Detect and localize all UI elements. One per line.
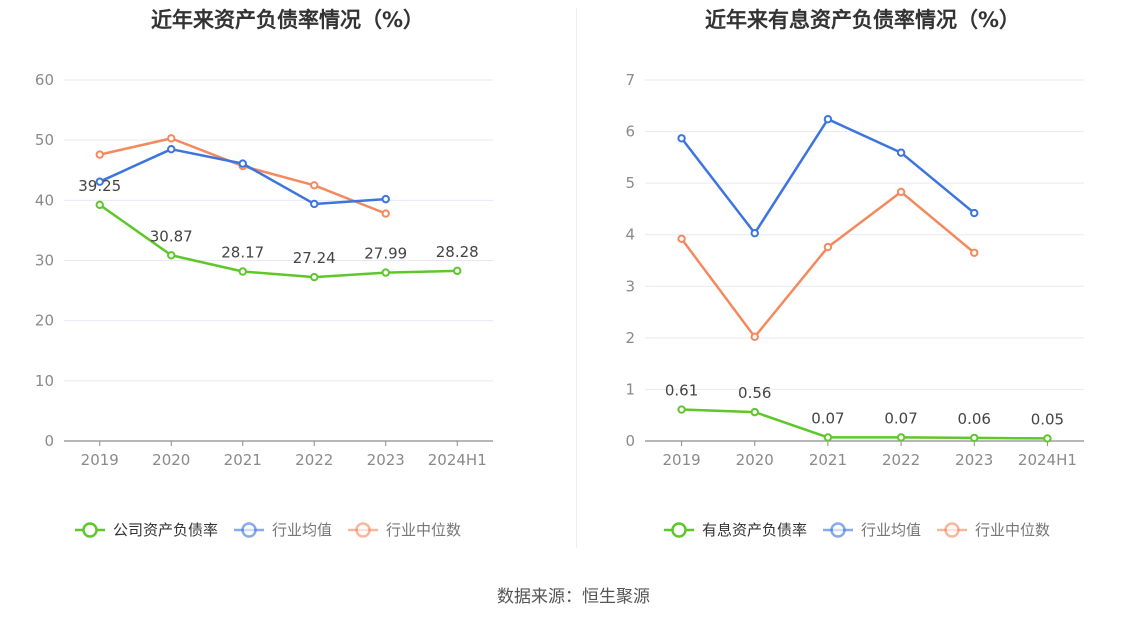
y-tick-label: 7 bbox=[625, 71, 635, 89]
legend-label: 公司资产负债率 bbox=[113, 521, 218, 539]
data-point bbox=[750, 332, 759, 342]
x-tick-label: 2020 bbox=[736, 451, 774, 469]
data-point bbox=[750, 228, 759, 238]
data-point bbox=[970, 433, 979, 443]
interest-debt-ratio-chart: 0 1 2 3 4 5 6 7 2019 2020 2021 2022 2023 2024H1 0.61 0.… bbox=[625, 71, 1084, 539]
data-label: 27.24 bbox=[293, 249, 336, 267]
legend-marker bbox=[944, 522, 960, 538]
y-tick-label: 50 bbox=[35, 131, 54, 149]
data-point bbox=[167, 134, 176, 143]
data-point bbox=[310, 181, 319, 190]
data-point bbox=[381, 194, 390, 204]
data-point bbox=[750, 407, 759, 417]
legend-item[interactable]: 行业中位数 bbox=[937, 521, 1050, 539]
y-tick-label: 0 bbox=[625, 432, 635, 450]
x-tick-label: 2021 bbox=[809, 451, 847, 469]
left-chart-panel: 近年来资产负债率情况（%） 0 10 20 30 40 50 60 2019 2020 2021 2… bbox=[0, 0, 575, 560]
legend-label: 行业均值 bbox=[861, 521, 921, 539]
data-point bbox=[381, 268, 390, 277]
x-tick-label: 2024H1 bbox=[428, 451, 487, 469]
series-line bbox=[680, 190, 976, 339]
debt-ratio-chart: 0 10 20 30 40 50 60 2019 2020 2021 2022 2023 2024H1 3… bbox=[35, 71, 493, 539]
x-tick-label: 2023 bbox=[955, 451, 993, 469]
data-point bbox=[823, 242, 833, 252]
y-tick-label: 6 bbox=[625, 123, 635, 141]
y-tick-label: 1 bbox=[625, 380, 635, 398]
y-tick-label: 60 bbox=[35, 71, 54, 89]
y-tick-label: 10 bbox=[35, 372, 54, 390]
data-point bbox=[677, 234, 686, 244]
legend-label: 行业中位数 bbox=[386, 521, 461, 539]
x-tick-label: 2020 bbox=[152, 451, 190, 469]
x-tick-label: 2024H1 bbox=[1018, 451, 1077, 469]
legend-item[interactable]: 有息资产负债率 bbox=[664, 521, 807, 539]
series-line bbox=[681, 408, 1048, 440]
legend-item[interactable]: 公司资产负债率 bbox=[75, 521, 218, 539]
data-point bbox=[238, 267, 247, 276]
data-point bbox=[1043, 434, 1052, 443]
legend-marker bbox=[241, 522, 257, 538]
data-point bbox=[95, 150, 104, 159]
data-label: 28.28 bbox=[436, 243, 479, 261]
y-tick-label: 4 bbox=[625, 226, 635, 244]
x-tick-label: 2022 bbox=[295, 451, 333, 469]
chart-title: 近年来有息资产负债率情况（%） bbox=[704, 8, 1021, 32]
y-tick-label: 40 bbox=[35, 191, 54, 209]
y-tick-label: 2 bbox=[625, 329, 635, 347]
data-label: 0.56 bbox=[738, 384, 771, 402]
data-label: 0.06 bbox=[958, 410, 991, 428]
data-point bbox=[970, 248, 979, 257]
data-point bbox=[381, 209, 390, 218]
legend-marker bbox=[830, 522, 846, 538]
data-label: 0.07 bbox=[811, 409, 844, 427]
data-point bbox=[238, 159, 247, 168]
legend-item[interactable]: 行业中位数 bbox=[348, 521, 461, 539]
x-tick-label: 2019 bbox=[662, 451, 700, 469]
data-point bbox=[310, 272, 319, 282]
panel-divider bbox=[576, 8, 577, 548]
data-label: 28.17 bbox=[221, 244, 264, 262]
series-line bbox=[99, 203, 458, 279]
y-tick-label: 3 bbox=[625, 277, 635, 295]
x-tick-label: 2019 bbox=[81, 451, 119, 469]
source-note: 数据来源：恒生聚源 bbox=[497, 587, 650, 607]
data-point bbox=[167, 251, 176, 260]
data-point bbox=[95, 200, 104, 210]
x-tick-label: 2021 bbox=[224, 451, 262, 469]
chart-title: 近年来资产负债率情况（%） bbox=[150, 8, 425, 32]
legend-label: 有息资产负债率 bbox=[702, 521, 807, 539]
x-tick-label: 2023 bbox=[367, 451, 405, 469]
data-point bbox=[896, 433, 906, 442]
legend-label: 行业均值 bbox=[272, 521, 332, 539]
data-point bbox=[677, 134, 686, 143]
right-chart-panel: 近年来有息资产负债率情况（%） 0 1 2 3 4 5 6 7 2019 2020 2021 2022… bbox=[578, 0, 1147, 560]
data-label: 27.99 bbox=[364, 245, 407, 263]
data-point bbox=[310, 199, 319, 209]
legend-item[interactable]: 行业均值 bbox=[234, 521, 332, 539]
legend-label: 行业中位数 bbox=[975, 521, 1050, 539]
legend-item[interactable]: 行业均值 bbox=[823, 521, 921, 539]
data-label: 30.87 bbox=[150, 227, 193, 245]
data-label: 0.07 bbox=[884, 409, 917, 427]
data-point bbox=[95, 177, 104, 186]
y-tick-label: 20 bbox=[35, 312, 54, 330]
data-label: 0.05 bbox=[1031, 410, 1064, 428]
data-point bbox=[453, 266, 462, 276]
data-point bbox=[896, 187, 906, 197]
data-point bbox=[896, 148, 906, 157]
legend-marker bbox=[355, 522, 371, 538]
y-tick-label: 5 bbox=[625, 174, 635, 192]
data-point bbox=[970, 208, 979, 218]
data-point bbox=[677, 405, 686, 414]
data-point bbox=[823, 433, 833, 442]
data-point bbox=[167, 144, 176, 154]
data-label: 0.61 bbox=[665, 382, 698, 400]
y-tick-label: 0 bbox=[44, 432, 54, 450]
data-label: 39.25 bbox=[78, 177, 121, 195]
legend-marker bbox=[671, 522, 687, 538]
legend-marker bbox=[82, 522, 98, 538]
data-point bbox=[823, 114, 833, 124]
x-tick-label: 2022 bbox=[882, 451, 920, 469]
y-tick-label: 30 bbox=[35, 252, 54, 270]
